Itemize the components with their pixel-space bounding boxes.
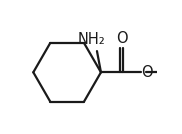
Text: O: O — [116, 31, 127, 46]
Text: O: O — [141, 65, 153, 80]
Text: NH₂: NH₂ — [78, 32, 106, 47]
